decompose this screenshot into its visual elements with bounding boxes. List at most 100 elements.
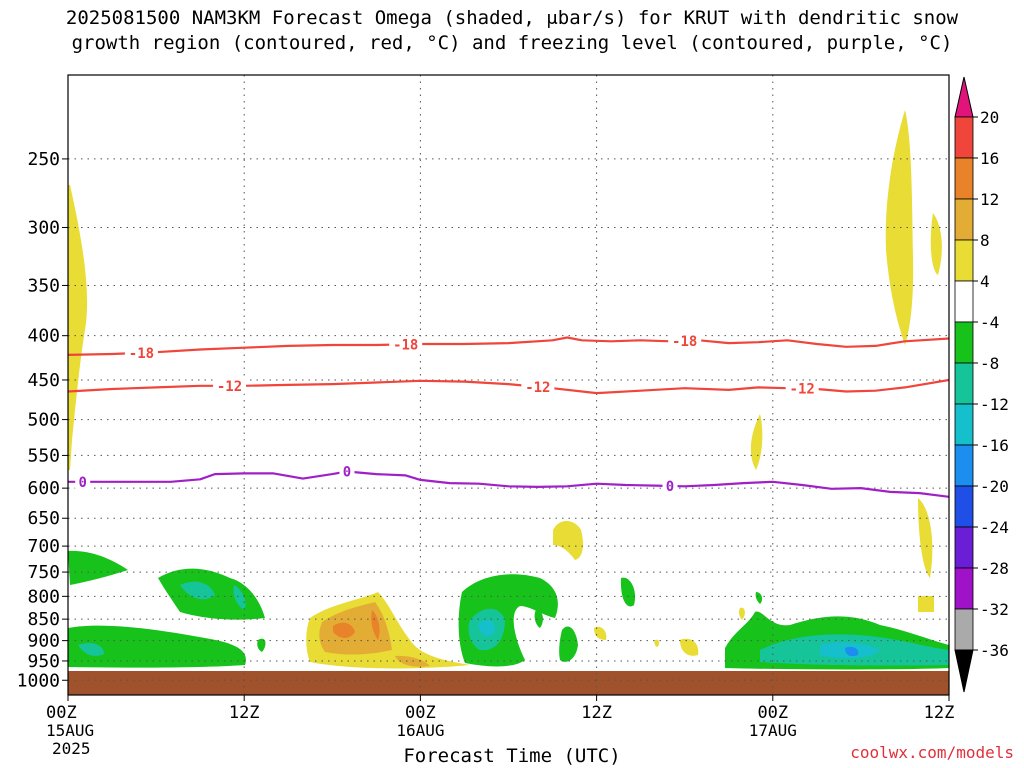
colorbar-segment	[954, 321, 974, 364]
omega-negative-region	[620, 577, 636, 607]
y-tick-label: 650	[27, 508, 60, 529]
contour-label-bg	[785, 380, 819, 397]
colorbar: 20 16 12 8 4 -4 -8 -12 -16 -20 -24 -28 -32 -36	[954, 76, 1009, 693]
colorbar-tick-label: -28	[980, 559, 1009, 578]
x-tick-label: 00Z	[757, 703, 788, 723]
omega-negative-region	[68, 625, 246, 668]
colorbar-segment	[954, 157, 974, 200]
colorbar-segment	[954, 362, 974, 405]
y-tick-label: 750	[27, 562, 60, 583]
colorbar-tick-label: 8	[980, 231, 990, 250]
y-tick-label: 800	[27, 586, 60, 607]
colorbar-tick-label: 16	[980, 149, 999, 168]
colorbar-tick-label: -4	[980, 313, 999, 332]
colorbar-tick-label: 12	[980, 190, 999, 209]
y-tick-label: 250	[27, 149, 60, 170]
contour-label-bg	[389, 336, 423, 353]
watermark: coolwx.com/models	[850, 743, 1014, 762]
omega-positive-region	[750, 414, 763, 470]
contour-label: -18	[393, 337, 418, 353]
colorbar-segment	[954, 444, 974, 487]
colorbar-tick-label: -36	[980, 641, 1009, 660]
contour-label-bg	[662, 477, 678, 494]
omega-positive-region	[594, 626, 607, 640]
omega-negative-region	[755, 592, 763, 604]
y-tick-label: 950	[27, 651, 60, 672]
colorbar-segment	[954, 608, 974, 651]
contour-label: -12	[790, 382, 815, 398]
contour-label-bg	[521, 378, 555, 395]
colorbar-segment	[954, 526, 974, 569]
omega-positive-region	[680, 638, 699, 656]
contour-label: 0	[78, 475, 86, 491]
y-tick-label: 700	[27, 536, 60, 557]
colorbar-segment	[954, 239, 974, 282]
x-tick-label: 00Z	[46, 703, 77, 723]
x-tick-date-label: 16AUG	[396, 721, 444, 740]
contour-label-bg	[213, 377, 247, 394]
omega-positive-region	[371, 610, 380, 640]
omega-positive-region	[738, 607, 745, 620]
colorbar-top-arrow	[954, 76, 974, 118]
colorbar-tick-label: -12	[980, 395, 1009, 414]
y-tick-label: 850	[27, 609, 60, 630]
x-tick-date-label: 15AUG	[46, 721, 94, 740]
y-tick-label: 400	[27, 326, 60, 347]
colorbar-segment	[954, 198, 974, 241]
y-tick-label: 500	[27, 410, 60, 431]
omega-positive-region	[553, 520, 583, 560]
colorbar-tick-label: 4	[980, 272, 990, 291]
colorbar-segment	[954, 116, 974, 159]
contour-label: 0	[343, 464, 351, 480]
y-tick-label: 350	[27, 275, 60, 296]
omega-positive-region	[68, 185, 88, 470]
colorbar-segment	[954, 567, 974, 610]
colorbar-tick-label: 20	[980, 108, 999, 127]
omega-positive-region	[918, 596, 934, 612]
y-tick-label: 1000	[17, 670, 60, 691]
omega-negative-region	[478, 619, 496, 637]
omega-negative-region	[233, 585, 246, 610]
plot-frame	[67, 74, 950, 696]
x-tick-label: 12Z	[924, 703, 955, 723]
contour-label-bg	[668, 332, 702, 349]
colorbar-tick-label: -8	[980, 354, 999, 373]
x-axis-label: Forecast Time (UTC)	[403, 745, 621, 767]
omega-negative-region	[559, 626, 578, 662]
chart-title-line-2: growth region (contoured, red, °C) and f…	[71, 32, 953, 54]
omega-positive-region	[654, 639, 660, 647]
x-tick-year-label: 2025	[52, 739, 91, 758]
omega-positive-region	[333, 622, 355, 638]
contour-label: -18	[672, 334, 697, 350]
colorbar-segment	[954, 485, 974, 528]
omega-negative-region	[845, 646, 859, 657]
omega-positive-region	[885, 110, 914, 345]
x-tick-date-label: 17AUG	[749, 721, 797, 740]
y-axis-tick-labels: 2503003504004505005506006507007508008509…	[17, 149, 68, 691]
contour-label: -12	[525, 380, 550, 396]
ground-surface	[68, 671, 949, 695]
y-tick-label: 600	[27, 478, 60, 499]
colorbar-tick-label: -20	[980, 477, 1009, 496]
colorbar-tick-label: -16	[980, 436, 1009, 455]
colorbar-tick-label: -32	[980, 600, 1009, 619]
contour-dgz-line	[68, 336, 949, 356]
colorbar-bottom-arrow	[954, 649, 974, 693]
colorbar-tick-label: -24	[980, 518, 1009, 537]
omega-negative-region	[257, 638, 266, 652]
contour-freezing-level-line	[68, 470, 949, 498]
contour-label-bg	[124, 344, 158, 361]
omega-positive-region	[918, 498, 933, 578]
x-tick-label: 00Z	[405, 703, 436, 723]
contour-label: -18	[129, 346, 154, 362]
contour-label: 0	[666, 479, 674, 495]
omega-positive-region	[930, 213, 942, 275]
omega-negative-region	[68, 550, 128, 585]
omega-negative-region	[78, 643, 104, 656]
colorbar-segment	[954, 280, 974, 323]
omega-negative-region	[180, 581, 215, 600]
y-tick-label: 300	[27, 217, 60, 238]
contour-lines: -18 -18 -18 -12 -12 -12 0 0 0	[68, 332, 949, 498]
contour-label: -12	[217, 379, 242, 395]
